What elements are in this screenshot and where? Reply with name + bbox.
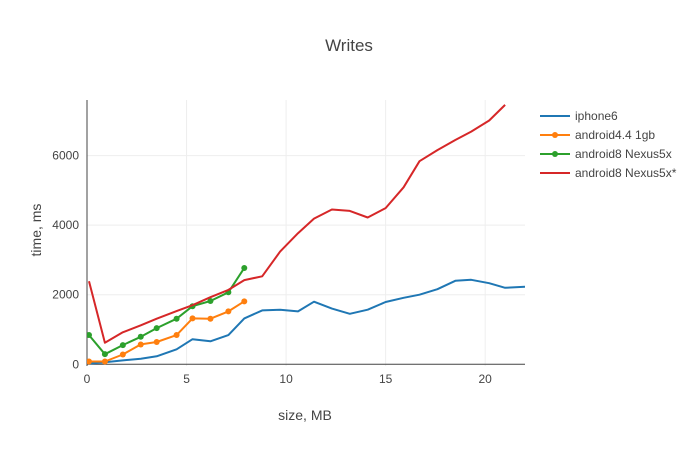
legend-marker [552, 151, 558, 157]
x-axis-label: size, MB [278, 407, 332, 423]
series-line-4 [88, 104, 506, 344]
data-point [87, 358, 92, 365]
legend-item-2[interactable]: android4.4 1gb [540, 128, 655, 142]
data-point [101, 351, 108, 358]
legend-label: android4.4 1gb [575, 128, 655, 142]
legend-label: android8 Nexus5x [575, 147, 672, 161]
data-point [119, 351, 126, 358]
x-tick-label: 0 [84, 372, 91, 386]
data-point [241, 298, 248, 305]
legend-marker [552, 132, 558, 138]
data-point [241, 264, 248, 271]
y-tick-label: 6000 [52, 149, 79, 163]
legend-item-3[interactable]: android8 Nexus5x [540, 147, 672, 161]
y-tick-label: 0 [72, 357, 79, 371]
legend-label: iphone6 [575, 109, 618, 123]
y-axis-label: time, ms [28, 204, 44, 257]
data-point [137, 341, 144, 348]
data-point [207, 315, 214, 322]
series-line-1 [88, 278, 525, 365]
data-point [153, 325, 160, 332]
x-tick-label: 5 [183, 372, 190, 386]
x-tick-label: 15 [379, 372, 393, 386]
data-point [119, 342, 126, 349]
data-point [137, 333, 144, 340]
data-point [207, 297, 214, 304]
legend-item-4[interactable]: android8 Nexus5x* [540, 166, 677, 180]
series-line-3 [88, 267, 246, 356]
x-tick-label: 10 [279, 372, 293, 386]
data-point [87, 332, 92, 339]
chart-title: Writes [325, 36, 373, 55]
legend-item-1[interactable]: iphone6 [540, 109, 618, 123]
data-point [173, 315, 180, 322]
data-point [153, 339, 160, 346]
data-point [173, 332, 180, 339]
series-line-2 [89, 300, 245, 363]
tick-labels: 0 5 10 15 20 0 2000 4000 6000 [52, 149, 492, 386]
grid-lines [87, 100, 525, 366]
legend[interactable]: iphone6 android4.4 1gb android8 Nexus5x and… [540, 109, 677, 180]
data-point [189, 315, 196, 322]
x-tick-label: 20 [479, 372, 493, 386]
y-tick-label: 2000 [52, 288, 79, 302]
y-tick-label: 4000 [52, 218, 79, 232]
series-lines [87, 104, 525, 365]
data-point [225, 308, 232, 315]
data-point [101, 358, 108, 365]
legend-label: android8 Nexus5x* [575, 166, 677, 180]
